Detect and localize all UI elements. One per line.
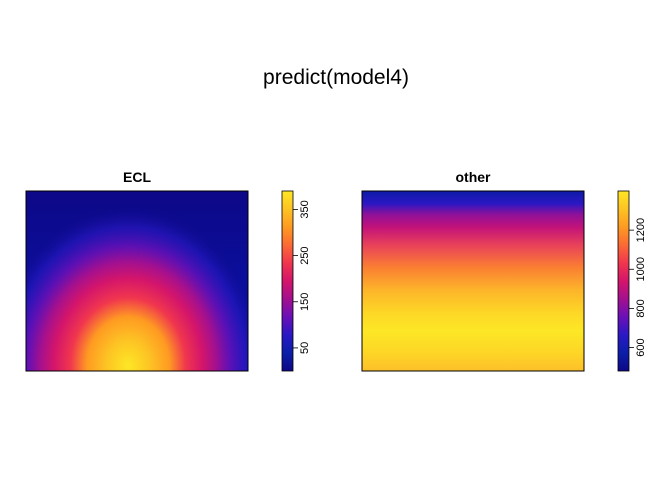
other-colorbar-border [617,190,630,372]
ecl-heatmap-overlay [26,191,248,371]
ecl-tick-label: 50 [299,342,311,354]
other-colorbar [618,191,629,371]
ecl-tick-label: 350 [299,200,311,218]
ecl-tick-label: 250 [299,246,311,264]
other-plot-border [361,190,585,372]
ecl-colorbar [282,191,293,371]
ecl-tick-label: 150 [299,293,311,311]
panel-ecl-title: ECL [123,169,151,185]
ecl-colorbar-ticks: 50 150 250 350 [293,200,311,354]
panel-ecl: ECL 50 150 250 350 [25,169,311,372]
ecl-plot-border [25,190,249,372]
other-colorbar-ticks: 600 800 1000 1200 [629,218,647,357]
other-tick-label: 800 [635,299,647,317]
other-tick-label: 1000 [635,257,647,281]
other-tick-label: 1200 [635,218,647,242]
panel-other: other 600 800 1000 1200 [361,169,647,372]
figure-title: predict(model4) [263,66,409,89]
other-tick-label: 600 [635,338,647,356]
other-heatmap [362,191,584,371]
ecl-colorbar-border [281,190,294,372]
panel-other-title: other [456,169,492,185]
